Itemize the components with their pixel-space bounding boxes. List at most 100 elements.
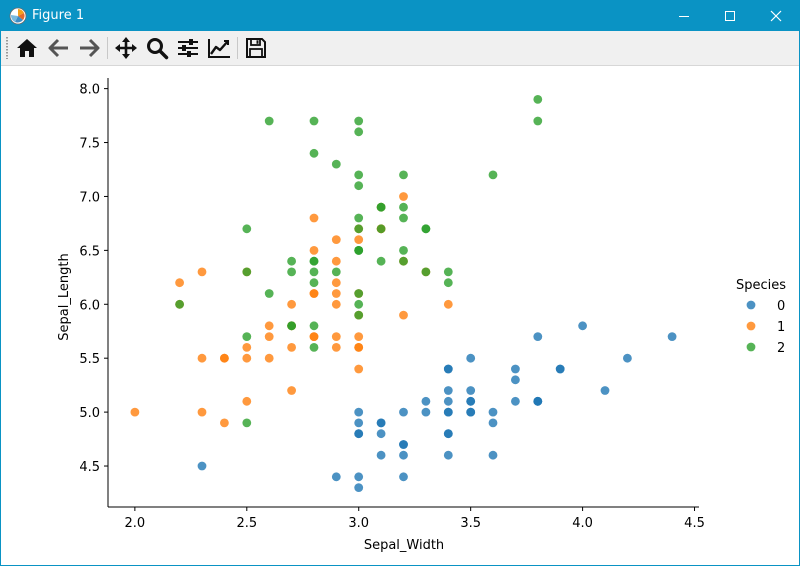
move-icon (115, 37, 137, 59)
data-point-series-0 (376, 429, 386, 439)
toolbar-grip[interactable] (6, 37, 8, 59)
zoom-button[interactable] (145, 36, 169, 60)
legend-marker-1 (746, 321, 756, 331)
x-tick-label: 4.5 (684, 516, 705, 531)
data-point-series-1 (331, 256, 341, 266)
data-point-series-1 (175, 278, 185, 288)
data-point-series-1 (309, 289, 319, 298)
magnifier-icon (147, 38, 169, 60)
data-point-series-0 (443, 386, 453, 395)
y-tick-label: 4.5 (79, 460, 100, 475)
data-point-series-2 (287, 321, 296, 331)
data-point-series-0 (623, 353, 632, 363)
data-point-series-2 (399, 256, 408, 266)
forward-button[interactable] (77, 36, 101, 60)
figure-canvas[interactable]: 2.0 2.5 3.0 3.5 4.0 4.5 4.5 5.0 5.5 6.0 6.5 7.0 7.5 8… (1, 66, 799, 565)
data-point-series-1 (197, 353, 207, 363)
data-point-series-2 (287, 256, 296, 266)
data-point-series-1 (264, 353, 274, 363)
navigation-toolbar (1, 31, 799, 66)
data-point-series-2 (421, 267, 431, 277)
data-point-series-2 (354, 116, 364, 126)
x-tick-label: 3.5 (460, 516, 481, 531)
line-chart-icon (208, 39, 230, 58)
data-point-series-1 (130, 407, 140, 417)
data-point-series-0 (376, 450, 386, 460)
data-point-series-2 (354, 213, 364, 223)
data-point-series-2 (399, 246, 408, 255)
y-tick-label: 6.0 (79, 298, 100, 313)
y-tick-label: 5.0 (79, 406, 100, 421)
y-tick-label: 8.0 (79, 83, 100, 98)
data-point-series-2 (421, 224, 431, 234)
data-point-series-0 (354, 429, 364, 439)
data-point-series-0 (466, 353, 476, 363)
legend-label: 1 (777, 320, 785, 335)
arrow-left-icon (48, 38, 68, 58)
legend-label: 0 (777, 299, 785, 314)
data-point-series-2 (242, 224, 252, 234)
x-tick-label: 3.0 (348, 516, 369, 531)
pan-button[interactable] (114, 36, 138, 60)
data-point-series-2 (354, 299, 364, 309)
home-icon (17, 39, 37, 57)
data-point-series-1 (287, 386, 296, 395)
data-point-series-0 (399, 407, 408, 417)
data-point-series-2 (399, 213, 408, 223)
data-point-series-1 (220, 353, 229, 363)
maximize-button[interactable] (707, 1, 753, 31)
close-button[interactable] (753, 1, 799, 31)
data-point-series-0 (488, 450, 498, 460)
data-point-series-2 (354, 127, 364, 137)
back-button[interactable] (47, 36, 71, 60)
data-point-series-2 (533, 116, 543, 126)
data-point-series-2 (309, 256, 319, 266)
toolbar-separator (107, 37, 108, 59)
data-point-series-0 (399, 450, 408, 460)
data-point-series-2 (242, 418, 252, 428)
y-axis-label: Sepal_Length (57, 253, 72, 340)
minimize-button[interactable] (661, 1, 707, 31)
data-point-series-0 (488, 418, 498, 428)
y-tick-label: 6.5 (79, 244, 100, 259)
data-point-series-1 (287, 299, 296, 309)
title-bar[interactable]: Figure 1 (1, 1, 799, 31)
data-point-series-2 (354, 310, 364, 320)
data-point-series-2 (376, 202, 386, 212)
data-point-series-2 (354, 246, 364, 255)
legend-title: Species (736, 278, 786, 293)
data-point-series-0 (466, 396, 476, 406)
data-point-series-1 (399, 310, 408, 320)
data-point-series-2 (309, 278, 319, 288)
y-tick-label: 7.0 (79, 190, 100, 205)
data-point-series-0 (421, 407, 431, 417)
data-point-series-0 (354, 472, 364, 482)
data-point-series-0 (197, 461, 207, 471)
data-point-series-0 (354, 418, 364, 428)
sliders-icon (178, 39, 198, 57)
home-button[interactable] (15, 36, 39, 60)
data-point-series-2 (264, 116, 274, 126)
data-point-series-1 (242, 343, 252, 352)
arrow-right-icon (80, 38, 100, 58)
data-point-series-1 (331, 332, 341, 341)
save-button[interactable] (244, 36, 268, 60)
data-point-series-1 (399, 192, 408, 201)
data-point-series-2 (309, 116, 319, 126)
data-point-series-1 (331, 343, 341, 352)
data-point-series-0 (443, 364, 453, 374)
data-point-series-1 (242, 396, 252, 406)
scatter-plot[interactable]: 2.0 2.5 3.0 3.5 4.0 4.5 4.5 5.0 5.5 6.0 6.5 7.0 7.5 8… (1, 66, 799, 565)
data-point-series-1 (354, 235, 364, 245)
data-point-series-1 (220, 418, 229, 428)
data-point-series-2 (376, 224, 386, 234)
data-point-series-1 (331, 278, 341, 288)
data-point-series-2 (354, 289, 364, 298)
configure-subplots-button[interactable] (176, 36, 200, 60)
window-title: Figure 1 (32, 8, 85, 23)
data-point-series-2 (354, 224, 364, 234)
edit-axis-button[interactable] (207, 36, 231, 60)
toolbar-separator (237, 37, 238, 59)
data-point-series-0 (376, 418, 386, 428)
